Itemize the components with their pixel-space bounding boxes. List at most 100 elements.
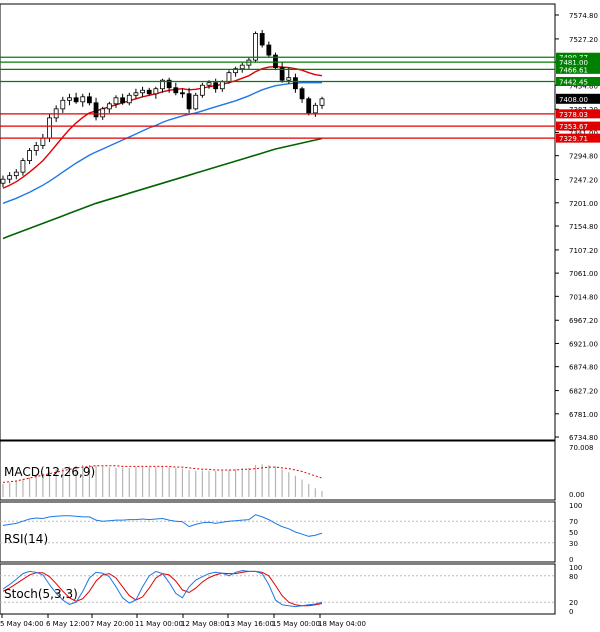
candle-body bbox=[273, 54, 278, 69]
price-tick-label: 6874.80 bbox=[569, 364, 598, 372]
macd-panel: MACD(12,26,9) 70.008 0.00 bbox=[0, 440, 594, 501]
price-tick-label: 7341.00 bbox=[569, 129, 598, 137]
candle-body bbox=[86, 96, 92, 104]
candle-body bbox=[299, 88, 305, 100]
candle-body bbox=[40, 137, 46, 146]
macd-tick-label: 70.008 bbox=[569, 444, 594, 452]
ma-mid-line bbox=[2, 81, 322, 204]
time-tick-label: 6 May 12:00 bbox=[46, 620, 90, 628]
stoch-tick-label: 100 bbox=[569, 564, 582, 572]
macd-signal-line bbox=[2, 465, 323, 483]
candle-body bbox=[193, 94, 199, 110]
price-tick-label: 7247.20 bbox=[569, 177, 598, 185]
price-tick-label: 6781.00 bbox=[569, 411, 598, 419]
candle-body bbox=[259, 33, 265, 46]
stoch-tick-label: 20 bbox=[569, 599, 578, 607]
price-tick-label: 6827.20 bbox=[569, 388, 598, 396]
candle-body bbox=[239, 64, 245, 70]
rsi-frame bbox=[0, 501, 556, 563]
current-price-label: 7408.00 bbox=[559, 96, 588, 104]
candle-body bbox=[106, 103, 112, 110]
level-label: 7481.00 bbox=[559, 59, 588, 67]
candle-body bbox=[312, 104, 318, 114]
rsi-panel: 100 70 50 30 0 RSI(14) bbox=[0, 501, 582, 564]
candle-body bbox=[93, 102, 99, 118]
price-tick-label: 7434.80 bbox=[569, 82, 598, 90]
macd-tick-label: 0.00 bbox=[569, 491, 585, 499]
time-tick-label: 5 May 04:00 bbox=[0, 620, 44, 628]
candle-body bbox=[80, 96, 86, 103]
candle-body bbox=[226, 72, 232, 83]
price-tick-label: 6734.80 bbox=[569, 434, 598, 442]
candle-body bbox=[47, 117, 52, 139]
candle-body bbox=[60, 99, 66, 110]
candle-body bbox=[100, 108, 106, 118]
price-tick-label: 7574.80 bbox=[569, 12, 598, 20]
price-tick-label: 7014.80 bbox=[569, 293, 598, 301]
candle-body bbox=[293, 77, 298, 90]
candle-body bbox=[20, 160, 26, 173]
stoch-tick-label: 0 bbox=[569, 608, 573, 616]
time-tick-label: 15 May 00:00 bbox=[272, 620, 320, 628]
rsi-line bbox=[2, 514, 323, 537]
candle-body bbox=[13, 171, 19, 177]
candle-body bbox=[286, 77, 292, 81]
candle-body bbox=[213, 82, 219, 90]
candle-body bbox=[160, 79, 165, 90]
level-label: 7442.45 bbox=[559, 78, 588, 86]
price-tick-label: 6921.00 bbox=[569, 340, 598, 348]
candle-body bbox=[279, 67, 285, 81]
stoch-main-line bbox=[2, 569, 323, 608]
level-label: 7466.61 bbox=[559, 66, 588, 74]
level-label-bg bbox=[556, 76, 600, 86]
candle-body bbox=[233, 68, 239, 74]
rsi-tick-label: 30 bbox=[569, 540, 578, 548]
macd-frame bbox=[0, 440, 556, 501]
level-label-bg bbox=[556, 109, 600, 119]
stoch-title: Stoch(5,3,3) bbox=[4, 587, 78, 601]
candle-body bbox=[146, 89, 152, 95]
price-tick-label: 7107.20 bbox=[569, 247, 598, 255]
rsi-title: RSI(14) bbox=[4, 532, 48, 546]
stoch-tick-label: 80 bbox=[569, 573, 578, 581]
candle-body bbox=[319, 98, 325, 106]
level-label-bg bbox=[556, 121, 600, 131]
rsi-tick-label: 50 bbox=[569, 529, 578, 537]
price-tick-label: 7527.20 bbox=[569, 36, 598, 44]
candle-body bbox=[219, 81, 225, 90]
time-axis: 5 May 04:00 6 May 12:00 7 May 20:00 11 May … bbox=[0, 614, 366, 628]
candle-body bbox=[253, 33, 258, 61]
level-label-bg bbox=[556, 57, 600, 67]
candle-body bbox=[0, 178, 6, 184]
current-price-bg bbox=[556, 93, 600, 104]
candle-body bbox=[133, 92, 139, 96]
level-label-bg bbox=[556, 64, 600, 74]
candle-body bbox=[113, 97, 119, 105]
time-tick-label: 12 May 08:00 bbox=[181, 620, 229, 628]
candle-body bbox=[67, 97, 72, 101]
candle-body bbox=[186, 93, 192, 110]
candle-body bbox=[166, 79, 172, 89]
candle-body bbox=[153, 88, 159, 95]
candle-body bbox=[306, 98, 312, 114]
level-label-bg bbox=[556, 133, 600, 143]
candle-body bbox=[120, 97, 126, 104]
time-tick-label: 18 May 04:00 bbox=[318, 620, 366, 628]
price-tick-label: 7294.80 bbox=[569, 153, 598, 161]
main-price-panel: 7574.807527.207481.007434.807387.207341.… bbox=[0, 3, 600, 442]
rsi-tick-label: 100 bbox=[569, 502, 582, 510]
candle-body bbox=[180, 92, 185, 95]
rsi-tick-label: 0 bbox=[569, 556, 573, 564]
candle-body bbox=[27, 150, 32, 161]
time-tick-label: 11 May 00:00 bbox=[135, 620, 183, 628]
stoch-frame bbox=[0, 563, 556, 615]
ma-slow-line bbox=[2, 137, 323, 240]
candle-body bbox=[173, 87, 179, 94]
price-tick-label: 7061.00 bbox=[569, 270, 598, 278]
level-label: 7329.71 bbox=[559, 135, 588, 143]
rsi-tick-label: 70 bbox=[569, 518, 578, 526]
candle-body bbox=[199, 84, 205, 96]
candle-body bbox=[126, 94, 132, 104]
